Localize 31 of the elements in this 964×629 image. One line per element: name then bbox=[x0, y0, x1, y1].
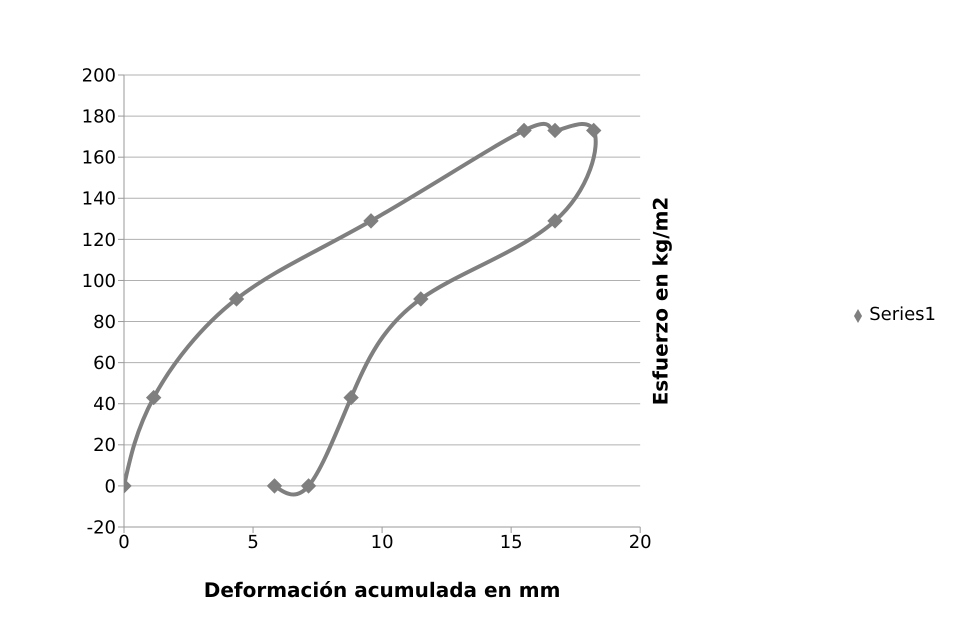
y-tick-label: 200 bbox=[82, 65, 116, 86]
y-tick-label: 20 bbox=[93, 435, 116, 456]
y-tick-label: 100 bbox=[82, 270, 116, 292]
y-tick-label: 60 bbox=[93, 353, 116, 374]
y-tick-label: 160 bbox=[82, 148, 116, 169]
point bbox=[363, 213, 378, 228]
y-tick-label: 120 bbox=[82, 230, 116, 251]
x-tick-label: 10 bbox=[370, 532, 394, 553]
point bbox=[301, 478, 316, 494]
y-tick-label: 180 bbox=[82, 106, 116, 128]
y-tick-label: 140 bbox=[82, 188, 116, 210]
point bbox=[266, 478, 282, 494]
point bbox=[548, 213, 563, 228]
y-tick-label: -20 bbox=[86, 517, 116, 538]
point bbox=[586, 122, 602, 138]
x-tick-label: 0 bbox=[118, 532, 130, 553]
legend-label: Series1 bbox=[869, 304, 936, 325]
x-tick-label: 15 bbox=[500, 532, 523, 553]
point bbox=[548, 122, 563, 138]
point bbox=[413, 291, 428, 306]
y-tick-label: 80 bbox=[93, 312, 116, 333]
point bbox=[344, 390, 359, 406]
y-tick-label: 40 bbox=[93, 394, 116, 416]
point bbox=[516, 122, 532, 138]
point bbox=[146, 390, 162, 406]
x-axis-title: Deformación acumulada en mm bbox=[204, 578, 560, 602]
x-tick-label: 20 bbox=[628, 532, 652, 553]
point bbox=[229, 291, 244, 306]
x-tick-label: 5 bbox=[247, 532, 259, 553]
y-axis-title: Esfuerzo en kg/m2 bbox=[648, 196, 672, 406]
y-tick-label: 0 bbox=[104, 476, 116, 498]
